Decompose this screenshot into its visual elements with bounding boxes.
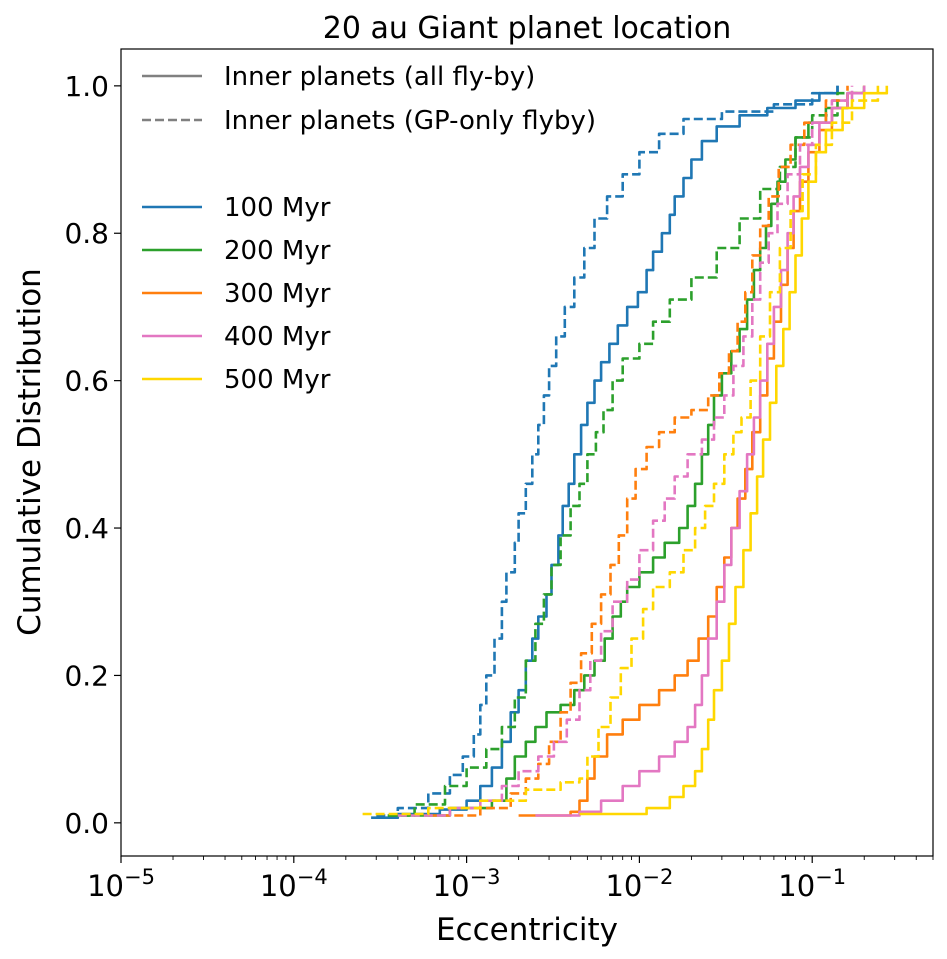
chart-title: 20 au Giant planet location <box>323 11 732 46</box>
legend-label: 300 Myr <box>224 279 331 309</box>
legend-label: 200 Myr <box>224 236 331 266</box>
legend-label: Inner planets (all fly-by) <box>224 62 535 92</box>
y-tick-label: 0.4 <box>64 512 109 545</box>
legend-label: Inner planets (GP-only flyby) <box>224 106 596 136</box>
series-line-solid-0 <box>371 85 839 819</box>
legend-label: 400 Myr <box>224 322 331 352</box>
legend-label: 500 Myr <box>224 365 331 395</box>
plot-frame <box>120 48 934 857</box>
legend-label: 100 Myr <box>224 193 331 223</box>
y-tick-label: 0.6 <box>64 365 109 398</box>
x-tick-label: 10−5 <box>87 865 155 903</box>
series-line-dashed-7 <box>397 85 854 817</box>
series-line-dashed-3 <box>387 85 866 817</box>
series-line-solid-6 <box>535 85 866 817</box>
x-tick-label: 10−2 <box>605 865 673 903</box>
y-tick-label: 1.0 <box>64 70 109 103</box>
y-tick-label: 0.2 <box>64 659 109 692</box>
y-tick-label: 0.8 <box>64 217 109 250</box>
axis-ticks: 0.00.20.40.60.81.010−5 10−4 10−3 10−2 10−1 <box>64 70 934 903</box>
legend: Inner planets (all fly-by) Inner planets … <box>142 62 596 395</box>
series-layer <box>362 85 889 819</box>
series-line-dashed-9 <box>362 85 880 816</box>
y-tick-label: 0.0 <box>64 807 109 840</box>
y-axis-label: Cumulative Distribution <box>12 268 48 636</box>
x-axis-label: Eccentricity <box>436 912 618 948</box>
